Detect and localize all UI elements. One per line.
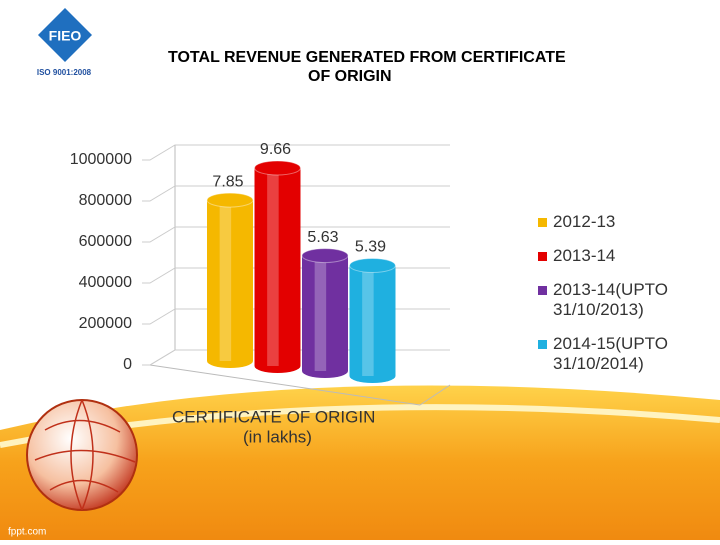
axis-floor [419, 384, 451, 406]
globe-lines [34, 399, 136, 511]
grid-line [142, 185, 450, 202]
bar-shine [219, 200, 232, 361]
legend-label: 2013-14 [553, 246, 616, 265]
chart-title: TOTAL REVENUE GENERATED FROM CERTIFICATE [168, 49, 566, 66]
y-tick-label: 800000 [79, 192, 132, 209]
value-label: 7.85 [212, 173, 243, 190]
x-axis-label: CERTIFICATE OF ORIGIN [172, 407, 375, 426]
bar-body [349, 265, 396, 376]
legend-label: 2013-14(UPTO 31/10/2013) [553, 280, 668, 319]
bar-body [254, 167, 301, 366]
x-axis-label: (in lakhs) [243, 427, 312, 446]
grid-line [142, 144, 450, 161]
legend: 2012-13 2013-14 2013-14(UPTO 31/10/2013) 20… [538, 212, 688, 388]
legend-item: 2013-14(UPTO 31/10/2013) [538, 280, 688, 320]
bar-top [254, 160, 301, 176]
legend-item: 2014-15(UPTO 31/10/2014) [538, 334, 688, 374]
background-band [0, 385, 720, 540]
legend-swatch [538, 286, 547, 295]
legend-label: 2014-15(UPTO 31/10/2014) [553, 334, 668, 373]
y-tick-label: 600000 [79, 233, 132, 250]
legend-swatch [538, 252, 547, 261]
y-tick-label: 0 [123, 356, 132, 373]
value-label: 9.66 [260, 141, 291, 158]
legend-swatch [538, 340, 547, 349]
y-tick-label: 1000000 [70, 151, 132, 168]
y-tick-label: 200000 [79, 315, 132, 332]
legend-label: 2012-13 [553, 212, 616, 231]
value-label: 5.39 [355, 239, 386, 256]
bar [254, 160, 301, 373]
bar-shine [267, 167, 279, 366]
chart-title: OF ORIGIN [308, 68, 392, 85]
bar [349, 258, 396, 383]
y-tick-label: 400000 [79, 274, 132, 291]
bar-body [207, 200, 253, 361]
axis-floor [149, 364, 421, 406]
logo-diamond [38, 8, 92, 62]
logo-text: FIEO [49, 28, 82, 44]
bar-shine [362, 265, 374, 376]
legend-item: 2012-13 [538, 212, 688, 232]
bar [301, 248, 349, 378]
bar [206, 192, 254, 368]
bar-top [349, 258, 396, 274]
logo: FIEO ISO 9001:2008 [37, 8, 92, 77]
legend-swatch [538, 218, 547, 227]
bar-shine [314, 255, 327, 371]
bar-top [206, 192, 254, 208]
footer: fppt.com [8, 527, 46, 538]
bar-top [301, 248, 349, 264]
value-label: 5.63 [307, 229, 338, 246]
bar-body [302, 255, 348, 371]
legend-item: 2013-14 [538, 246, 688, 266]
logo-caption: ISO 9001:2008 [37, 68, 92, 77]
grid-line [142, 226, 450, 243]
globe [26, 399, 138, 511]
